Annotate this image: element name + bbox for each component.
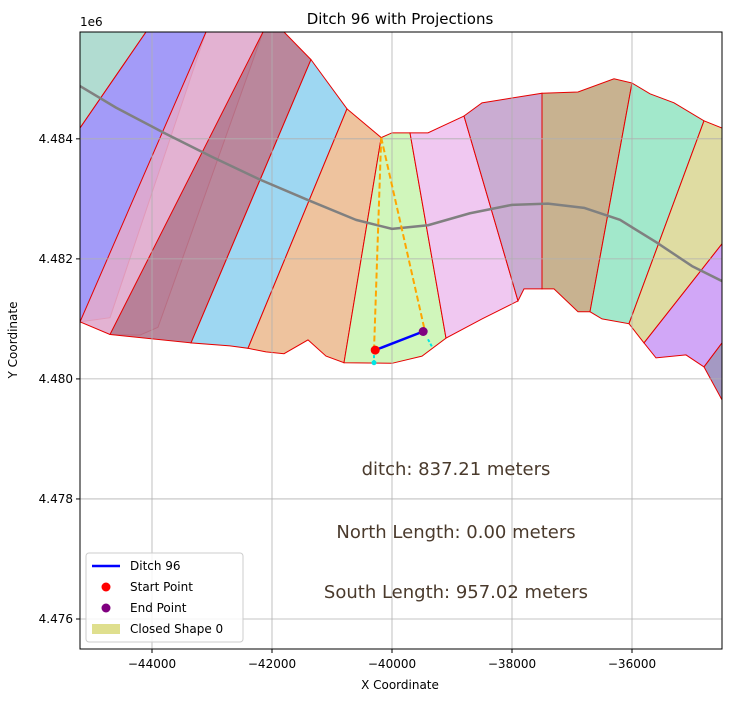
y-tick-label-4: 4.484 [39, 132, 73, 146]
legend-label: Start Point [130, 580, 193, 594]
closed-shape-4 [190, 58, 348, 349]
start-point [370, 345, 380, 355]
polygons-layer [80, 32, 722, 401]
plot-area [80, 32, 722, 649]
ditch-line [374, 330, 424, 352]
centerline [80, 84, 722, 283]
y-tick-label-1: 4.478 [39, 492, 73, 506]
annotations-layer: ditch: 837.21 meters North Length: 0.00 m… [324, 459, 588, 603]
projection-tick-end [371, 360, 377, 366]
annotation-2: South Length: 957.02 meters [324, 582, 588, 603]
legend-label: Closed Shape 0 [130, 622, 223, 636]
plot-frame [79, 31, 723, 650]
legend-box [85, 552, 244, 643]
y-tick-label-3: 4.482 [39, 252, 73, 266]
x-tick-label-4: −36000 [608, 657, 656, 671]
annotation-1: North Length: 0.00 meters [336, 522, 575, 543]
legend-item-3: Closed Shape 0 [92, 622, 223, 636]
ticks-layer: −44000 −42000 −40000 −38000 −36000 4.476 4.478… [39, 132, 656, 671]
grid-layer [80, 32, 722, 649]
legend-item-0: Ditch 96 [92, 559, 181, 573]
x-tick-label-2: −40000 [368, 657, 416, 671]
projection-line-1 [380, 137, 426, 332]
legend-item-1: Start Point [101, 580, 193, 594]
y-tick-label-2: 4.480 [39, 372, 73, 386]
y-axis-label: Y Coordinate [6, 302, 20, 380]
annotation-0: ditch: 837.21 meters [362, 459, 551, 480]
x-tick-label-3: −38000 [488, 657, 536, 671]
centerline-layer [80, 84, 722, 283]
legend-swatch-patch [92, 624, 120, 634]
legend-swatch-dot [101, 603, 111, 613]
legend-label: Ditch 96 [130, 559, 181, 573]
y-offset-label: 1e6 [80, 15, 103, 29]
x-axis-label: X Coordinate [361, 678, 439, 692]
y-tick-label-0: 4.476 [39, 612, 73, 626]
closed-shape-6 [343, 132, 447, 364]
legend-item-2: End Point [101, 601, 187, 615]
projection-tick-1 [427, 338, 434, 348]
closed-shape-13 [703, 342, 722, 401]
legend-label: End Point [130, 601, 187, 615]
chart-title: Ditch 96 with Projections [307, 10, 494, 28]
closed-shape-12 [643, 243, 722, 368]
legend-swatch-dot [101, 582, 111, 592]
x-tick-label-1: −42000 [248, 657, 296, 671]
end-point [418, 326, 428, 336]
x-tick-label-0: −44000 [128, 657, 176, 671]
legend: Ditch 96 Start Point End Point Closed Shape… [85, 552, 244, 643]
ditch-layer [370, 326, 428, 355]
